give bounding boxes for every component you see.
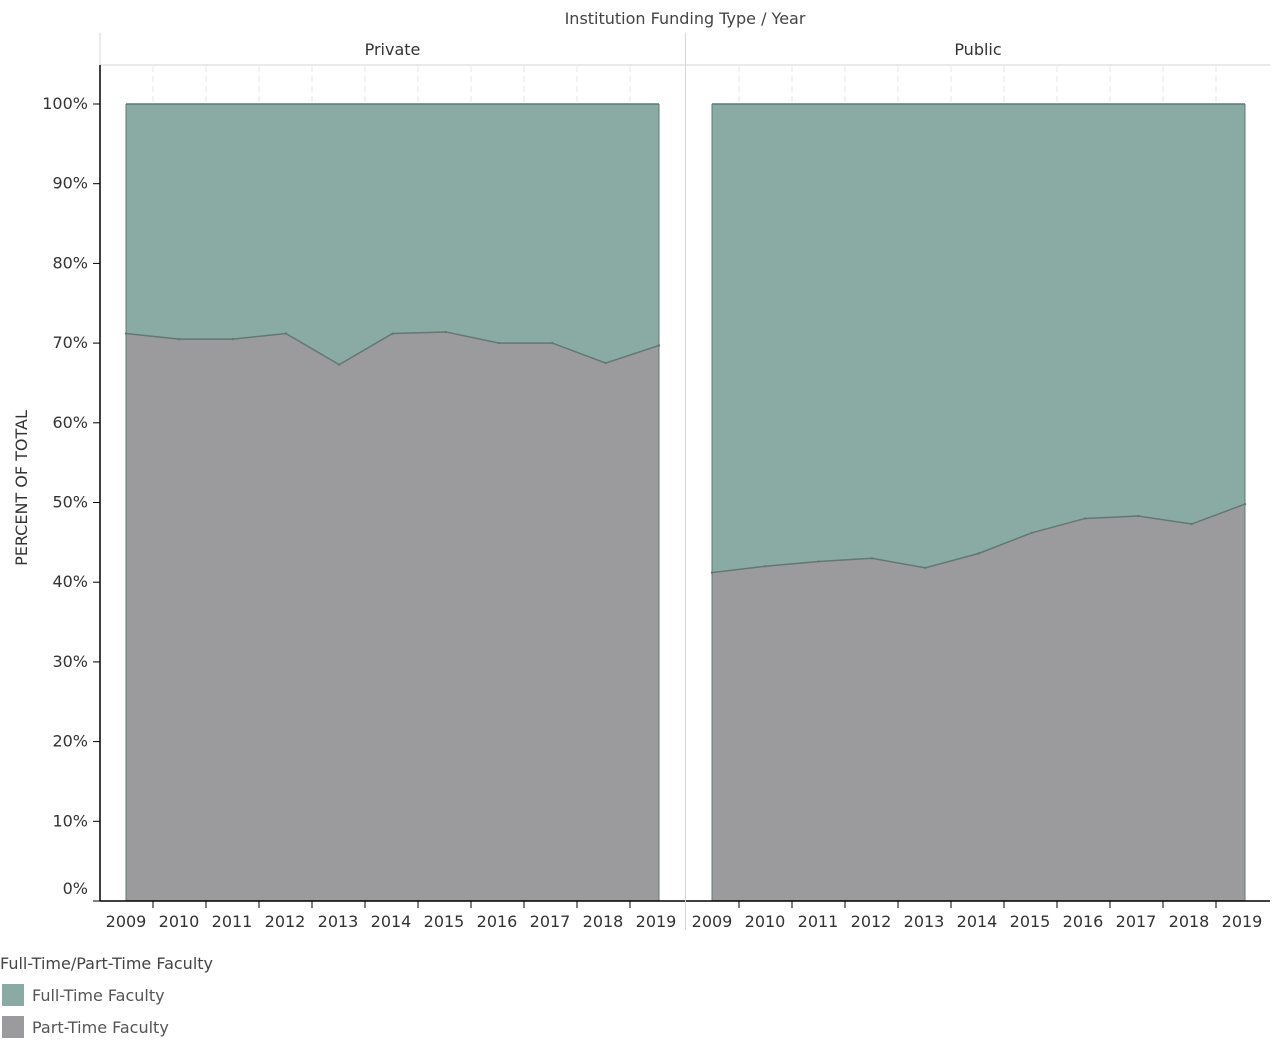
- legend-item-full-time[interactable]: Full-Time Faculty: [0, 979, 213, 1011]
- x-tick-label: 2017: [530, 912, 571, 931]
- y-tick-label: 100%: [42, 94, 88, 113]
- y-tick-label: 10%: [52, 811, 88, 830]
- data-point-part-time: [178, 337, 181, 341]
- y-tick-label: 80%: [52, 253, 88, 272]
- legend-swatch-full-time: [2, 984, 24, 1006]
- x-tick-label: 2012: [851, 912, 892, 931]
- x-tick-label: 2018: [583, 912, 624, 931]
- y-tick-label: 40%: [52, 572, 88, 591]
- area-full-time-private: [126, 104, 659, 365]
- data-point-part-time: [444, 330, 447, 334]
- x-tick-label: 2017: [1116, 912, 1157, 931]
- data-point-part-time: [1243, 502, 1247, 506]
- x-tick-label: 2009: [106, 912, 147, 931]
- legend-item-part-time[interactable]: Part-Time Faculty: [0, 1011, 213, 1043]
- x-tick-label: 2019: [636, 912, 677, 931]
- x-tick-label: 2013: [318, 912, 359, 931]
- x-tick-label: 2016: [477, 912, 518, 931]
- data-point-part-time: [1190, 522, 1193, 526]
- y-tick-label: 90%: [52, 174, 88, 193]
- panel-header-private: Private: [365, 40, 421, 59]
- x-tick-label: 2011: [212, 912, 253, 931]
- x-tick-label: 2010: [159, 912, 200, 931]
- data-point-part-time: [1083, 517, 1087, 520]
- data-point-part-time: [710, 571, 714, 574]
- data-point-part-time: [1137, 514, 1140, 518]
- y-tick-label: 0%: [63, 879, 88, 898]
- y-tick-label: 60%: [52, 413, 88, 432]
- data-point-part-time: [764, 565, 767, 568]
- panel-header-public: Public: [954, 40, 1001, 59]
- legend-swatch-part-time: [2, 1016, 24, 1038]
- y-tick-label: 20%: [52, 732, 88, 751]
- data-point-part-time: [977, 552, 980, 555]
- x-tick-label: 2013: [904, 912, 945, 931]
- area-part-time-private: [126, 331, 659, 901]
- legend-label-full-time: Full-Time Faculty: [32, 985, 165, 1005]
- x-tick-label: 2012: [265, 912, 306, 931]
- data-point-part-time: [391, 332, 394, 335]
- data-point-part-time: [924, 566, 927, 570]
- x-tick-label: 2014: [371, 912, 412, 931]
- chart: Institution Funding Type / Year PERCENT O…: [12, 9, 1270, 931]
- y-tick-label: 70%: [52, 333, 88, 352]
- area-full-time-public: [712, 104, 1245, 573]
- x-tick-label: 2009: [692, 912, 733, 931]
- data-point-part-time: [657, 344, 661, 347]
- data-point-part-time: [284, 332, 288, 335]
- x-tick-label: 2018: [1169, 912, 1210, 931]
- legend-label-part-time: Part-Time Faculty: [32, 1017, 169, 1037]
- data-point-part-time: [497, 341, 501, 345]
- legend: Full-Time/Part-Time Faculty Full-Time Fa…: [0, 954, 213, 1043]
- y-tick-label: 50%: [52, 493, 88, 512]
- data-point-part-time: [231, 337, 234, 341]
- x-tick-label: 2016: [1063, 912, 1104, 931]
- x-tick-label: 2014: [957, 912, 998, 931]
- x-tick-label: 2019: [1222, 912, 1263, 931]
- data-point-part-time: [124, 332, 128, 335]
- data-point-part-time: [604, 361, 607, 365]
- area-part-time-public: [712, 504, 1245, 901]
- x-tick-label: 2011: [798, 912, 839, 931]
- legend-title: Full-Time/Part-Time Faculty: [0, 954, 214, 973]
- data-point-part-time: [551, 341, 554, 345]
- data-point-part-time: [817, 560, 820, 563]
- y-tick-label: 30%: [52, 652, 88, 671]
- data-point-part-time: [338, 363, 341, 366]
- x-tick-label: 2015: [1010, 912, 1051, 931]
- y-axis-title: PERCENT OF TOTAL: [12, 410, 31, 566]
- x-tick-label: 2010: [745, 912, 786, 931]
- chart-title: Institution Funding Type / Year: [565, 9, 806, 28]
- x-tick-label: 2015: [424, 912, 465, 931]
- data-point-part-time: [870, 557, 874, 560]
- data-point-part-time: [1030, 531, 1034, 534]
